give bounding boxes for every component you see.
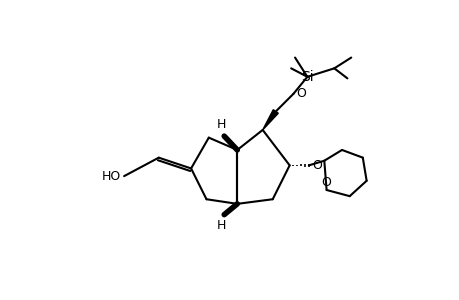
Text: O: O <box>320 176 330 189</box>
Text: O: O <box>295 87 305 100</box>
Text: Si: Si <box>300 70 313 84</box>
Polygon shape <box>262 110 278 130</box>
Text: HO: HO <box>101 169 121 183</box>
Text: H: H <box>217 219 226 232</box>
Text: H: H <box>217 118 226 131</box>
Text: O: O <box>311 159 321 172</box>
